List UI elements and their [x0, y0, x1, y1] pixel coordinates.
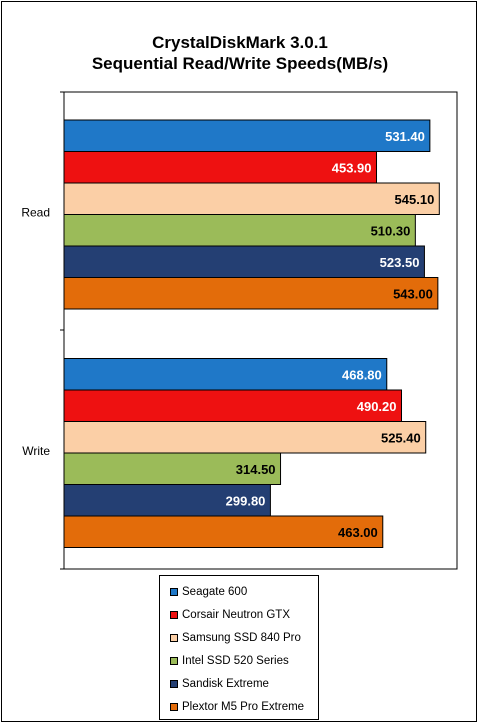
bar-write-0 — [63, 358, 388, 391]
legend: Seagate 600 Corsair Neutron GTX Samsung SS… — [159, 575, 319, 720]
legend-swatch — [170, 702, 178, 711]
legend-label: Corsair Neutron GTX — [182, 608, 291, 621]
legend-label: Seagate 600 — [182, 585, 248, 598]
category-label-write: Write — [22, 444, 50, 458]
chart-title: CrystalDiskMark 3.0.1 Sequential Read/Wr… — [2, 32, 478, 74]
legend-swatch — [170, 679, 178, 688]
category-labels: Read Write — [21, 205, 50, 458]
legend-swatch — [170, 633, 178, 642]
bar-write-3 — [63, 452, 282, 485]
legend-label: Intel SSD 520 Series — [182, 654, 289, 667]
legend-label: Plextor M5 Pro Extreme — [182, 700, 305, 713]
legend-item: Seagate 600 — [170, 580, 318, 603]
bar-read-3 — [63, 214, 416, 247]
chart-title-line-2: Sequential Read/Write Speeds(MB/s) — [91, 54, 389, 73]
legend-swatch — [170, 656, 178, 665]
legend-label: Samsung SSD 840 Pro — [182, 631, 301, 644]
bar-write-2 — [63, 421, 427, 454]
legend-item: Corsair Neutron GTX — [170, 603, 318, 626]
legend-item: Samsung SSD 840 Pro — [170, 626, 318, 649]
legend-swatch — [170, 587, 178, 596]
bar-value-label: 543.00 — [393, 286, 433, 301]
bar-value-label: 510.30 — [371, 223, 411, 238]
legend-item: Sandisk Extreme — [170, 672, 318, 695]
bar-value-label: 468.80 — [342, 367, 382, 382]
bar-write-4 — [63, 484, 271, 517]
legend-swatch — [170, 610, 178, 619]
bar-value-label: 463.00 — [338, 525, 378, 540]
bars-group — [63, 119, 440, 548]
bar-read-0 — [63, 119, 431, 152]
bar-read-2 — [63, 182, 440, 215]
bar-value-label: 314.50 — [236, 462, 276, 477]
bar-read-4 — [63, 245, 425, 278]
bar-value-labels: 531.40 453.90 545.10 510.30 523.50 543.00 468.… — [226, 129, 435, 540]
bar-value-label: 545.10 — [395, 192, 435, 207]
category-label-read: Read — [21, 205, 50, 219]
chart-title-line-1: CrystalDiskMark 3.0.1 — [152, 33, 328, 52]
bar-value-label: 299.80 — [226, 493, 266, 508]
bar-read-1 — [63, 151, 378, 184]
bar-write-1 — [63, 389, 403, 422]
bar-value-label: 523.50 — [380, 255, 420, 270]
bar-value-label: 525.40 — [381, 430, 421, 445]
bar-read-5 — [63, 277, 439, 310]
legend-item: Intel SSD 520 Series — [170, 649, 318, 672]
legend-label: Sandisk Extreme — [182, 677, 269, 690]
legend-item: Plextor M5 Pro Extreme — [170, 695, 318, 718]
bar-value-label: 453.90 — [332, 160, 372, 175]
bar-value-label: 490.20 — [357, 399, 397, 414]
bar-value-label: 531.40 — [385, 129, 425, 144]
bar-write-5 — [63, 515, 384, 548]
